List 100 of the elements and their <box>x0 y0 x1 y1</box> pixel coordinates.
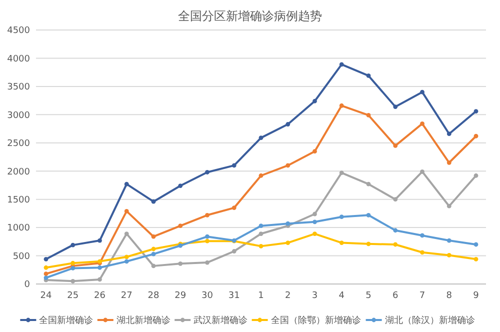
point <box>420 169 424 174</box>
x-tick-label: 9 <box>473 291 480 301</box>
point <box>420 122 424 126</box>
point <box>339 170 344 176</box>
y-tick-label: 1500 <box>7 195 30 206</box>
point <box>420 233 424 238</box>
y-tick-label: 4500 <box>7 26 30 36</box>
point <box>474 242 478 247</box>
point <box>474 256 478 262</box>
point <box>70 278 76 284</box>
point <box>124 259 129 264</box>
x-tick-label: 25 <box>67 291 79 301</box>
point <box>178 224 183 228</box>
point <box>124 254 129 260</box>
y-tick-label: 4000 <box>7 54 30 64</box>
point <box>366 242 371 246</box>
point <box>70 260 76 266</box>
point <box>151 246 156 252</box>
point <box>312 220 317 224</box>
point <box>366 113 371 118</box>
y-tick-label: 2500 <box>7 139 30 150</box>
point <box>312 149 317 154</box>
point <box>151 234 156 239</box>
x-tick-label: 31 <box>228 291 240 301</box>
point <box>446 253 452 258</box>
point <box>339 214 344 220</box>
point <box>339 62 344 67</box>
point <box>286 240 290 245</box>
point <box>446 238 452 243</box>
point <box>366 182 371 186</box>
legend-label: 全国新增确诊 <box>39 315 94 326</box>
point <box>446 160 452 165</box>
point <box>312 212 317 216</box>
point <box>258 232 264 236</box>
x-tick-label: 1 <box>258 291 264 301</box>
x-tick-label: 8 <box>446 291 452 301</box>
x-tick-label: 29 <box>174 291 186 301</box>
point <box>312 232 317 236</box>
x-tick-label: 3 <box>312 291 318 301</box>
point <box>258 136 264 140</box>
point <box>420 250 424 255</box>
point <box>44 276 48 280</box>
point <box>258 244 264 248</box>
point <box>393 197 398 202</box>
x-tick-label: 28 <box>148 291 160 301</box>
y-tick-label: 3500 <box>7 82 30 93</box>
point <box>205 212 210 218</box>
point <box>178 184 183 188</box>
x-tick-label: 6 <box>392 291 399 301</box>
point <box>339 103 344 108</box>
point <box>232 249 236 254</box>
point <box>124 182 129 186</box>
point <box>366 212 371 218</box>
point <box>151 264 156 268</box>
x-tick-label: 24 <box>40 291 52 301</box>
x-tick-label: 27 <box>120 291 132 301</box>
point <box>205 234 210 239</box>
legend-label: 全国（除鄂）新增确诊 <box>270 315 361 326</box>
point <box>124 232 129 236</box>
x-tick-label: 5 <box>366 291 372 301</box>
point <box>178 261 183 266</box>
legend-label: 湖北（除汉）新增确诊 <box>384 315 475 326</box>
point <box>366 74 371 78</box>
point <box>312 98 317 104</box>
point <box>474 173 478 178</box>
point <box>258 173 264 178</box>
point <box>420 90 424 94</box>
point <box>205 260 210 265</box>
x-tick-label: 26 <box>94 291 106 301</box>
point <box>286 221 290 226</box>
point <box>232 163 236 168</box>
point <box>98 265 102 270</box>
point <box>70 242 76 248</box>
point <box>205 238 210 244</box>
point <box>258 224 264 228</box>
point <box>393 228 398 233</box>
point <box>151 199 156 204</box>
y-tick-label: 500 <box>12 252 30 262</box>
point <box>286 122 290 126</box>
point <box>339 240 344 245</box>
point <box>232 206 236 210</box>
legend-label: 武汉新增确诊 <box>194 315 248 326</box>
x-tick-label: 30 <box>202 291 214 301</box>
y-tick-label: 2000 <box>7 167 30 178</box>
x-tick-label: 7 <box>419 291 426 301</box>
point <box>474 109 478 114</box>
point <box>205 170 210 174</box>
point <box>151 252 156 256</box>
point <box>44 256 48 262</box>
point <box>393 144 398 148</box>
x-tick-label: 2 <box>285 291 291 301</box>
y-tick-label: 1000 <box>7 224 30 234</box>
point <box>98 238 102 243</box>
chart-title: 全国分区新增确诊病例趋势 <box>178 9 322 23</box>
point <box>446 204 452 208</box>
point <box>286 163 290 168</box>
point <box>474 134 478 138</box>
y-tick-label: 3000 <box>7 110 30 121</box>
point <box>98 277 102 282</box>
x-tick-label: 4 <box>338 291 345 301</box>
